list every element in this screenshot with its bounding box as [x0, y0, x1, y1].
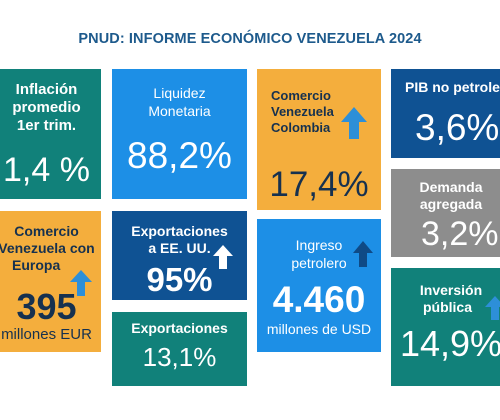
tile-value: 88,2% [127, 135, 232, 176]
tile-value: 4.460 [272, 279, 366, 320]
tile-label: Liquidez [153, 85, 206, 101]
tile-label: Ingreso [295, 237, 343, 253]
tile-label: Comercio [14, 223, 79, 239]
tile-value: 1,4 % [3, 151, 90, 189]
tile-liquidez: Liquidez Monetaria 88,2% [112, 69, 247, 199]
tile-value: 95% [146, 261, 213, 298]
tile-exportaciones-eeuu: Exportaciones a EE. UU. 95% [112, 211, 247, 300]
tile-value: 17,4% [269, 165, 369, 204]
tile-value: 14,9% [399, 323, 500, 364]
tile-label: Exportaciones [131, 223, 228, 239]
tile-comercio-europa: Comercio Venezuela con Europa 395 millon… [0, 211, 101, 352]
tile-label: petrolero [291, 255, 347, 271]
tile-label: Venezuela [271, 104, 334, 119]
tile-label: Inflación [15, 81, 78, 98]
tile-label: a EE. UU. [148, 240, 211, 256]
tile-label: Monetaria [148, 103, 211, 119]
tile-label: Colombia [271, 120, 331, 135]
tile-exportaciones: Exportaciones 13,1% [112, 312, 247, 386]
arrow-up-icon [213, 245, 233, 269]
tile-pib: PIB no petrolero 3,6% [391, 69, 500, 158]
arrow-up-icon [353, 241, 373, 267]
tile-label: Inversión [419, 282, 483, 298]
tile-label: Exportaciones [131, 320, 228, 336]
tile-inflacion: Inflación promedio 1er trim. 1,4 % [0, 69, 101, 199]
tile-label: promedio [12, 99, 81, 116]
arrow-up-icon [341, 107, 367, 139]
tile-value: 13,1% [142, 342, 217, 372]
tile-value: 3,2% [421, 215, 499, 253]
tile-label: agregada [419, 196, 483, 212]
tile-label: Europa [12, 257, 61, 273]
tile-label: Venezuela con [0, 240, 95, 256]
tile-value: 3,6% [415, 107, 500, 148]
tile-label: PIB no petrolero [405, 79, 500, 95]
tile-ingreso: Ingreso petrolero 4.460 millones de USD [257, 219, 381, 352]
arrow-up-icon [485, 296, 500, 320]
tile-label: Demanda [419, 179, 483, 195]
tile-demanda: Demanda agregada 3,2% [391, 169, 500, 257]
tile-unit: millones de USD [266, 321, 372, 337]
tile-comercio-colombia: Comercio Venezuela Colombia 17,4% [257, 69, 381, 210]
tile-label: pública [423, 299, 473, 315]
arrow-up-icon [70, 270, 92, 296]
tile-label: 1er trim. [16, 117, 77, 134]
page-title: PNUD: INFORME ECONÓMICO VENEZUELA 2024 [78, 31, 422, 47]
tile-unit: millones EUR [1, 326, 92, 343]
tile-inversion: Inversión pública 14,9% [391, 268, 500, 386]
tile-value: 395 [16, 286, 77, 327]
tile-label: Comercio [271, 88, 331, 103]
